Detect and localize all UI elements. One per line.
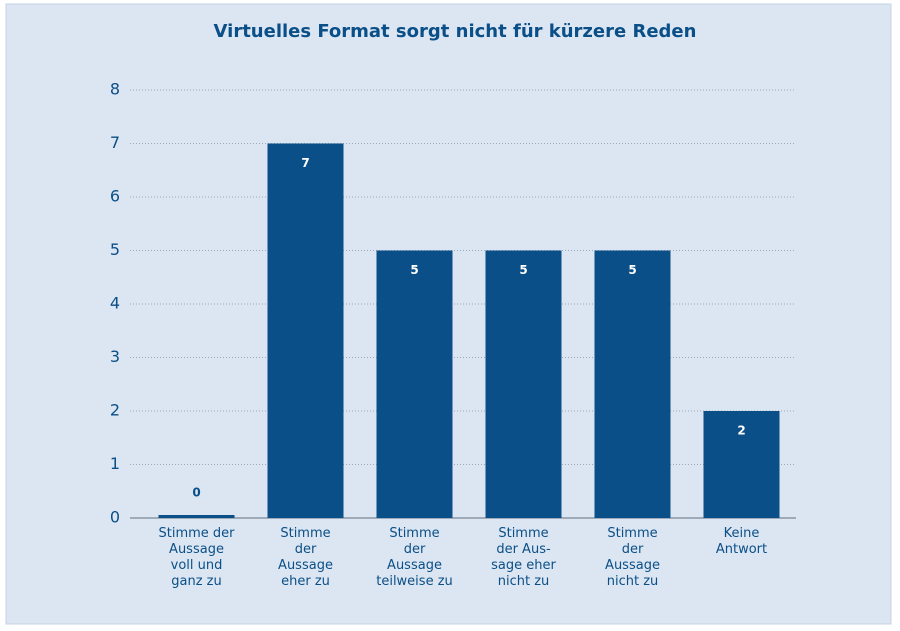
x-tick-label: Stimme der Aussage voll und ganz zu [158,526,235,589]
x-tick-label: Stimme der Aus- sage eher nicht zu [491,526,556,589]
bar [267,143,344,518]
y-tick-label: 5 [110,240,120,259]
y-tick-label: 2 [110,401,120,420]
bar [703,411,780,518]
y-tick-label: 0 [110,508,120,527]
value-label: 5 [628,263,636,277]
value-label: 5 [410,263,418,277]
y-tick-label: 4 [110,294,120,313]
y-tick-label: 8 [110,80,120,99]
y-tick-label: 6 [110,187,120,206]
y-tick-label: 3 [110,347,120,366]
bar [594,250,671,518]
x-tick-label: Stimme der Aussage nicht zu [605,526,660,589]
y-tick-label: 7 [110,133,120,152]
value-label: 0 [192,486,200,500]
bar [376,250,453,518]
value-label: 7 [301,156,309,170]
value-label: 2 [737,424,745,438]
value-label: 5 [519,263,527,277]
bar [158,515,235,518]
y-tick-label: 1 [110,454,120,473]
bar [485,250,562,518]
x-tick-label: Stimme der Aussage teilweise zu [376,526,453,589]
x-tick-label: Stimme der Aussage eher zu [278,526,333,589]
chart-title: Virtuelles Format sorgt nicht für kürzer… [214,21,697,42]
x-tick-label: Keine Antwort [715,526,768,557]
